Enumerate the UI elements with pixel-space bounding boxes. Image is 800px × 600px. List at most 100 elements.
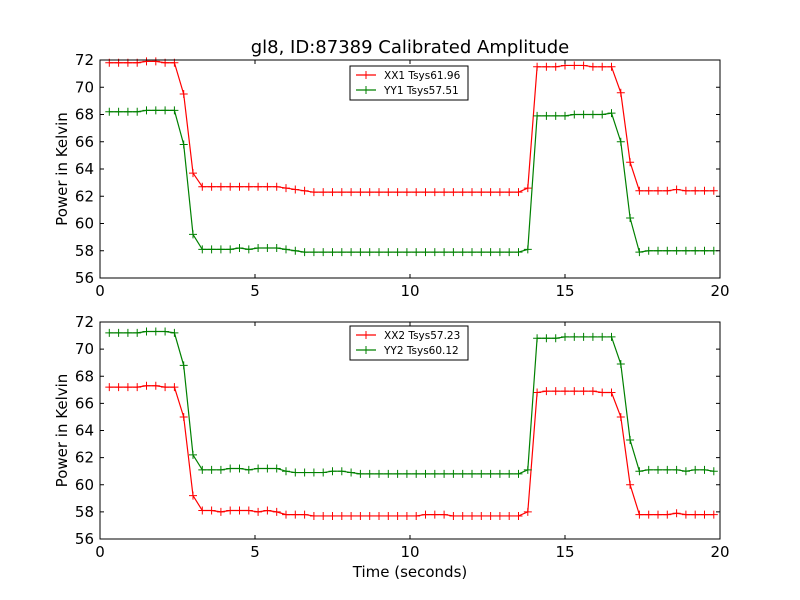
data-point-1-0-55	[616, 412, 625, 421]
data-point-0-1-12	[216, 245, 225, 254]
data-point-1-0-20	[291, 510, 300, 519]
data-point-1-1-7	[170, 328, 179, 337]
data-point-1-0-35	[430, 510, 439, 519]
data-point-1-1-55	[616, 360, 625, 369]
data-point-0-1-19	[282, 245, 290, 254]
data-point-0-0-47	[542, 62, 551, 71]
y-tick-label: 62	[75, 187, 94, 205]
data-point-1-0-7	[170, 383, 179, 392]
data-point-1-0-54	[607, 388, 616, 397]
data-point-1-0-16	[254, 507, 263, 516]
data-point-0-0-5	[151, 57, 160, 66]
series-line-1-0	[109, 385, 714, 517]
data-point-1-0-27	[356, 511, 365, 520]
data-point-0-0-65	[709, 186, 718, 195]
data-point-0-1-2	[123, 107, 132, 116]
data-point-0-0-29	[375, 188, 383, 197]
data-point-0-0-48	[551, 62, 560, 71]
data-point-0-0-42	[495, 188, 504, 197]
data-point-0-0-63	[691, 186, 700, 195]
data-point-1-1-19	[282, 467, 290, 476]
data-point-1-1-49	[561, 332, 569, 341]
data-point-0-0-52	[588, 62, 597, 71]
data-point-0-1-0	[105, 107, 114, 116]
data-point-0-0-38	[458, 188, 467, 197]
data-point-1-1-44	[514, 469, 523, 478]
data-point-1-1-59	[654, 465, 662, 474]
data-point-0-1-52	[588, 110, 597, 119]
data-point-1-1-23	[319, 468, 328, 477]
data-point-0-0-60	[663, 186, 672, 195]
x-tick-label: 5	[250, 543, 260, 561]
data-point-0-0-53	[598, 62, 607, 71]
data-point-1-1-4	[142, 327, 151, 336]
data-point-1-0-65	[709, 510, 718, 519]
y-tick-label: 64	[75, 160, 94, 178]
data-point-0-0-62	[681, 186, 690, 195]
data-point-0-1-11	[207, 245, 216, 254]
data-point-0-1-37	[449, 248, 458, 257]
y-tick-label: 62	[75, 449, 94, 467]
data-point-1-1-38	[458, 469, 467, 478]
data-point-0-1-26	[347, 248, 356, 257]
data-point-1-1-21	[300, 468, 309, 477]
data-point-0-1-42	[495, 248, 504, 257]
data-point-1-0-2	[123, 383, 132, 392]
legend-marker-0-0	[362, 71, 370, 79]
data-point-0-0-43	[505, 188, 514, 197]
legend-label: YY1 Tsys57.51	[383, 85, 459, 97]
data-point-0-1-13	[226, 245, 235, 254]
data-point-1-0-15	[244, 506, 253, 515]
data-point-1-1-62	[681, 467, 690, 476]
data-point-0-0-46	[533, 62, 542, 71]
data-point-1-0-48	[551, 387, 560, 396]
data-point-1-0-5	[151, 381, 160, 390]
data-point-1-1-9	[189, 450, 197, 459]
data-point-0-1-15	[244, 245, 253, 254]
y-tick-label: 58	[75, 242, 94, 260]
data-point-0-0-24	[328, 188, 337, 197]
data-point-1-1-37	[449, 469, 458, 478]
data-point-1-1-15	[244, 465, 253, 474]
data-point-0-1-62	[681, 246, 690, 255]
data-point-1-1-33	[412, 469, 421, 478]
data-point-1-0-44	[514, 511, 523, 520]
data-point-0-0-17	[263, 182, 272, 191]
data-point-0-0-56	[626, 158, 635, 167]
data-point-1-1-16	[254, 464, 263, 473]
y-axis-label: Power in Kelvin	[53, 112, 71, 226]
data-point-0-0-40	[477, 188, 486, 197]
data-point-0-0-45	[523, 184, 532, 193]
data-point-1-0-45	[523, 507, 532, 516]
data-point-1-0-50	[570, 387, 579, 396]
data-point-1-1-64	[700, 465, 709, 474]
data-point-1-0-39	[468, 511, 476, 520]
data-point-0-1-25	[337, 248, 346, 257]
data-point-1-1-27	[356, 469, 365, 478]
data-point-1-1-39	[468, 469, 476, 478]
data-point-1-1-0	[105, 328, 114, 337]
data-point-0-0-19	[282, 184, 290, 193]
data-point-0-1-32	[402, 248, 411, 257]
data-point-1-0-40	[477, 511, 486, 520]
data-point-1-1-3	[133, 328, 142, 337]
data-point-0-1-43	[505, 248, 514, 257]
data-point-1-0-47	[542, 387, 551, 396]
y-tick-label: 68	[75, 367, 94, 385]
data-point-0-0-44	[514, 188, 523, 197]
legend-label: XX2 Tsys57.23	[384, 330, 460, 342]
data-point-0-0-20	[291, 185, 300, 194]
data-point-1-1-29	[375, 469, 383, 478]
data-point-0-1-20	[291, 246, 300, 255]
data-point-1-0-12	[216, 507, 225, 516]
y-tick-label: 60	[75, 476, 94, 494]
data-point-1-0-6	[161, 383, 170, 392]
legend-label: XX1 Tsys61.96	[384, 70, 461, 82]
data-point-1-1-41	[486, 469, 495, 478]
data-point-0-1-61	[672, 246, 681, 255]
data-point-0-1-18	[272, 244, 281, 253]
data-point-1-1-11	[207, 465, 216, 474]
data-point-0-0-28	[365, 188, 374, 197]
data-point-1-1-43	[505, 469, 514, 478]
y-tick-label: 72	[75, 313, 94, 331]
